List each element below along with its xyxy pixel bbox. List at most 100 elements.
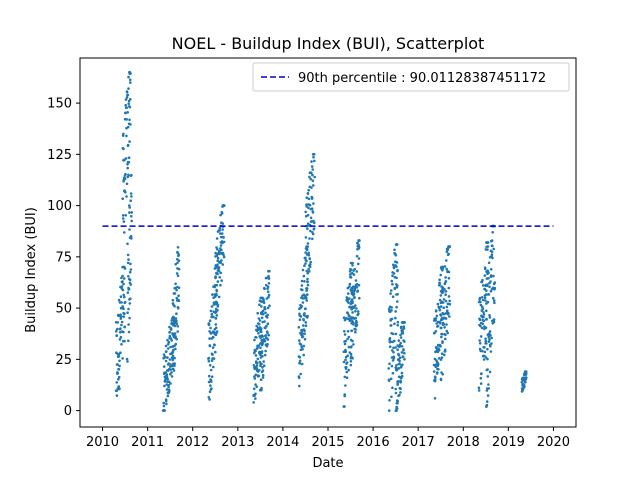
data-point	[308, 175, 311, 179]
data-point	[261, 354, 264, 358]
data-point	[176, 246, 180, 249]
data-point	[488, 330, 492, 333]
data-point	[389, 324, 393, 327]
data-point	[486, 357, 489, 361]
data-point	[490, 342, 493, 345]
data-point	[123, 325, 126, 329]
data-point	[442, 306, 446, 310]
data-point	[480, 296, 484, 299]
data-point	[487, 277, 490, 280]
data-point	[301, 335, 305, 338]
data-point	[437, 368, 440, 371]
data-point	[444, 333, 447, 337]
data-point	[124, 111, 127, 115]
data-point	[164, 359, 168, 363]
data-point	[396, 284, 399, 287]
data-point	[129, 234, 133, 238]
data-point	[306, 192, 310, 195]
data-point	[311, 173, 314, 177]
data-point	[173, 332, 177, 335]
y-tick-label: 100	[47, 199, 72, 214]
data-point	[306, 314, 309, 318]
data-point	[448, 299, 452, 303]
data-point	[119, 317, 123, 320]
data-point	[257, 322, 261, 326]
data-point	[488, 316, 492, 319]
data-point	[390, 395, 393, 399]
data-point	[119, 351, 122, 355]
data-point	[432, 370, 436, 373]
data-point	[396, 293, 399, 296]
data-point	[175, 312, 178, 316]
data-point	[345, 376, 349, 380]
data-point	[392, 356, 396, 360]
data-point	[354, 328, 358, 331]
data-point	[126, 111, 129, 114]
data-point	[220, 248, 223, 252]
data-point	[486, 248, 489, 251]
data-point	[130, 219, 133, 223]
data-point	[125, 195, 128, 198]
data-point	[214, 317, 218, 320]
data-point	[123, 177, 127, 180]
data-point	[344, 358, 347, 362]
data-point	[171, 298, 175, 302]
data-point	[215, 314, 219, 317]
x-tick-label: 2013	[221, 435, 254, 450]
data-point	[173, 362, 176, 365]
data-point	[350, 345, 353, 348]
data-point	[303, 280, 306, 283]
data-point	[176, 274, 180, 278]
data-point	[263, 353, 267, 357]
data-point	[255, 324, 258, 328]
data-point	[306, 293, 309, 296]
data-point	[349, 360, 353, 363]
data-point	[401, 332, 405, 335]
data-point	[172, 369, 176, 372]
data-point	[214, 276, 217, 279]
data-point	[439, 314, 443, 317]
data-point	[483, 267, 487, 271]
data-point	[267, 295, 270, 299]
data-point	[481, 322, 485, 326]
data-point	[344, 339, 348, 343]
data-point	[121, 288, 125, 292]
data-point	[259, 378, 263, 382]
data-point	[310, 207, 314, 210]
data-point	[393, 286, 397, 290]
data-point	[492, 299, 496, 302]
data-point	[260, 362, 263, 366]
x-tick-label: 2010	[86, 435, 119, 450]
data-point	[309, 216, 313, 220]
data-point	[355, 307, 358, 310]
data-point	[444, 299, 448, 303]
data-point	[390, 289, 393, 292]
data-point	[396, 383, 400, 386]
data-point	[492, 247, 496, 251]
data-point	[123, 300, 127, 304]
data-point	[489, 280, 492, 283]
data-point	[267, 277, 271, 280]
data-point	[221, 263, 225, 266]
data-point	[177, 286, 181, 290]
data-point	[355, 323, 359, 327]
data-point	[489, 289, 493, 293]
data-point	[301, 268, 305, 272]
data-point	[175, 296, 179, 300]
data-point	[254, 392, 257, 396]
data-point	[482, 311, 485, 314]
data-point	[169, 368, 173, 371]
data-point	[355, 321, 359, 324]
data-point	[166, 356, 169, 359]
data-point	[524, 370, 528, 373]
data-point	[487, 293, 491, 296]
data-point	[486, 347, 489, 351]
data-point	[222, 255, 226, 259]
data-point	[215, 293, 218, 297]
data-point	[214, 350, 217, 354]
data-point	[127, 87, 130, 90]
data-point	[266, 322, 270, 326]
data-point	[214, 266, 217, 270]
data-point	[306, 213, 310, 217]
plot-area: 2010 2011 2012 2013 2014 2015 2016 2017 2018 2019…	[47, 57, 577, 450]
